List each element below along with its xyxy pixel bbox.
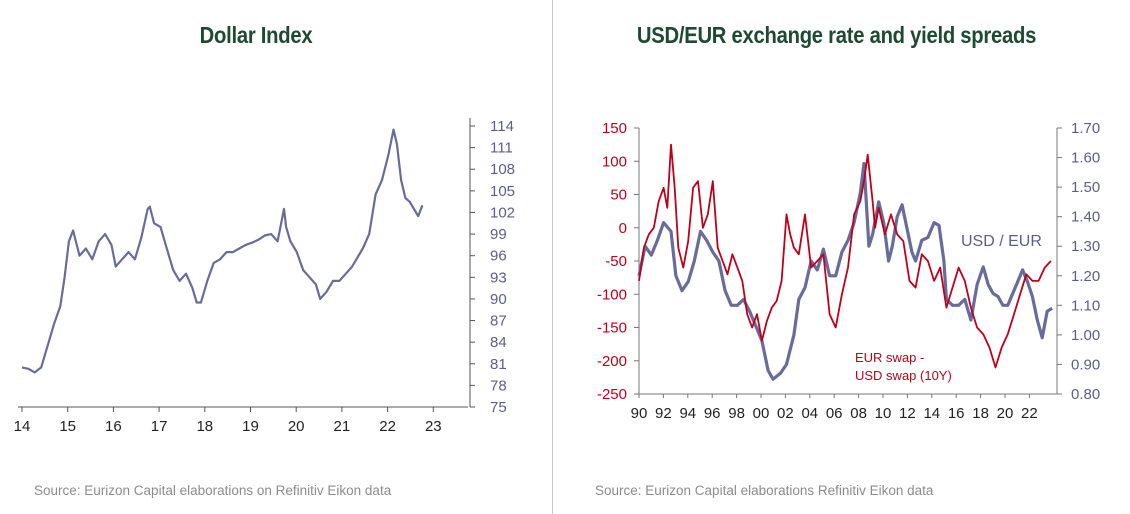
y-tick-label: 87 bbox=[490, 313, 507, 330]
dollar-index-chart: 114 111 108 105 102 99 96 93 90 87 84 81 78 75 14 15 16 1… bbox=[14, 118, 515, 435]
y-tick-label: 105 bbox=[490, 183, 515, 200]
x-tick-label: 92 bbox=[655, 405, 672, 422]
right-y-tick-label: 1.40 bbox=[1071, 209, 1100, 226]
left-y-tick-label: 50 bbox=[610, 187, 627, 204]
dollar-index-title: Dollar Index bbox=[199, 22, 313, 48]
left-y-tick-label: -50 bbox=[605, 253, 627, 270]
y-tick-label: 102 bbox=[490, 204, 515, 221]
x-tick-label: 22 bbox=[379, 418, 396, 435]
right-y-tick-label: 0.90 bbox=[1071, 356, 1100, 373]
usd-eur-chart: 150 100 50 0 -50 -100 -150 -200 -250 1.70 1.60 1.50… bbox=[597, 120, 1100, 422]
x-tick-label: 19 bbox=[242, 418, 259, 435]
x-tick-label: 96 bbox=[704, 405, 721, 422]
y-tick-label: 84 bbox=[490, 334, 507, 351]
y-tick-label: 114 bbox=[490, 118, 514, 135]
dollar-index-panel: Dollar Index 114 111 108 105 102 99 96 93 90 87 84… bbox=[0, 0, 552, 514]
left-y-tick-label: -200 bbox=[597, 353, 627, 370]
y-tick-label: 90 bbox=[490, 291, 507, 308]
right-y-tick-label: 1.60 bbox=[1071, 150, 1100, 167]
left-source-note: Source: Eurizon Capital elaborations on … bbox=[34, 483, 392, 498]
swap-spread-line bbox=[638, 143, 1052, 369]
right-y-tick-label: 1.50 bbox=[1071, 179, 1100, 196]
x-tick-label: 18 bbox=[196, 418, 213, 435]
left-y-tick-label: -150 bbox=[597, 320, 627, 337]
right-y-tick-label: 1.00 bbox=[1071, 327, 1100, 344]
usd-eur-annotation: USD / EUR bbox=[961, 233, 1042, 250]
x-tick-label: 08 bbox=[850, 405, 867, 422]
x-tick-label: 02 bbox=[777, 405, 794, 422]
swap-annotation-line1: EUR swap - bbox=[855, 350, 924, 365]
y-tick-label: 111 bbox=[490, 140, 513, 157]
x-tick-label: 10 bbox=[875, 405, 892, 422]
x-tick-label: 04 bbox=[801, 405, 818, 422]
right-y-tick-label: 0.80 bbox=[1071, 386, 1100, 403]
y-tick-label: 75 bbox=[490, 399, 507, 416]
left-y-tick-label: -100 bbox=[597, 286, 627, 303]
right-y-tick-label: 1.10 bbox=[1071, 297, 1100, 314]
y-tick-label: 81 bbox=[490, 356, 507, 373]
y-tick-label: 96 bbox=[490, 248, 507, 265]
left-y-tick-label: -250 bbox=[597, 386, 627, 403]
usd-eur-title: USD/EUR exchange rate and yield spreads bbox=[636, 22, 1037, 48]
x-tick-label: 21 bbox=[334, 418, 351, 435]
y-tick-label: 108 bbox=[490, 161, 515, 178]
panel-divider bbox=[552, 0, 553, 514]
left-y-tick-label: 100 bbox=[602, 153, 627, 170]
x-tick-label: 06 bbox=[826, 405, 843, 422]
left-y-tick-label: 0 bbox=[619, 220, 627, 237]
x-tick-label: 22 bbox=[1021, 405, 1038, 422]
y-tick-label: 78 bbox=[490, 377, 507, 394]
x-tick-label: 23 bbox=[425, 418, 442, 435]
x-tick-label: 18 bbox=[972, 405, 989, 422]
usd-eur-line bbox=[637, 161, 1053, 381]
right-y-tick-label: 1.20 bbox=[1071, 268, 1100, 285]
right-source-note: Source: Eurizon Capital elaborations Ref… bbox=[595, 483, 934, 498]
x-tick-label: 17 bbox=[151, 418, 168, 435]
left-y-tick-label: 150 bbox=[602, 120, 627, 137]
y-tick-label: 99 bbox=[490, 226, 507, 243]
x-tick-label: 14 bbox=[14, 418, 31, 435]
x-tick-label: 98 bbox=[728, 405, 745, 422]
x-tick-label: 16 bbox=[948, 405, 965, 422]
x-tick-label: 00 bbox=[753, 405, 770, 422]
x-tick-label: 20 bbox=[997, 405, 1014, 422]
y-tick-label: 93 bbox=[490, 269, 507, 286]
x-tick-label: 20 bbox=[288, 418, 305, 435]
usd-eur-panel: USD/EUR exchange rate and yield spreads … bbox=[553, 0, 1130, 514]
x-tick-label: 16 bbox=[105, 418, 122, 435]
dollar-index-line bbox=[21, 128, 424, 374]
right-y-tick-label: 1.70 bbox=[1071, 120, 1100, 137]
right-y-tick-label: 1.30 bbox=[1071, 238, 1100, 255]
x-tick-label: 15 bbox=[59, 418, 76, 435]
x-tick-label: 14 bbox=[923, 405, 940, 422]
x-tick-label: 12 bbox=[899, 405, 916, 422]
swap-annotation-line2: USD swap (10Y) bbox=[855, 368, 952, 383]
x-tick-label: 94 bbox=[679, 405, 696, 422]
x-tick-label: 90 bbox=[631, 405, 648, 422]
